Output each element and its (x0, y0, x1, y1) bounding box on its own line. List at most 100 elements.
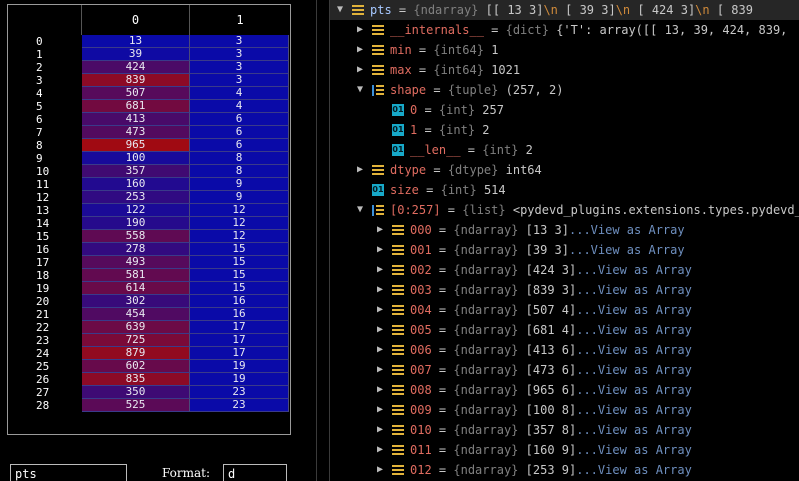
grid-cell[interactable]: 4 (190, 87, 289, 100)
tree-row-i000[interactable]: ▶ 000 = {ndarray} [13 3]...View as Array (330, 220, 799, 240)
grid-cell[interactable]: 278 (82, 243, 190, 256)
grid-cell[interactable]: 4 (190, 100, 289, 113)
tree-row-shape1[interactable]: 01 1 = {int} 2 (330, 120, 799, 140)
view-as-array-link[interactable]: ...View as Array (569, 223, 685, 237)
grid-cell[interactable]: 12 (190, 230, 289, 243)
grid-cell[interactable]: 9 (190, 191, 289, 204)
grid-cell[interactable]: 19 (190, 360, 289, 373)
grid-cell[interactable]: 17 (190, 334, 289, 347)
grid-cell[interactable]: 3 (190, 48, 289, 61)
view-as-array-link[interactable]: ...View as Array (576, 363, 692, 377)
grid-cell[interactable]: 39 (82, 48, 190, 61)
column-header-0[interactable]: 0 (82, 5, 190, 35)
view-as-array-link[interactable]: ...View as Array (576, 323, 692, 337)
expand-arrow-icon[interactable]: ▶ (356, 24, 364, 35)
grid-cell[interactable]: 100 (82, 152, 190, 165)
expand-arrow-icon[interactable]: ▶ (356, 64, 364, 75)
tree-row-max[interactable]: ▶ max = {int64} 1021 (330, 60, 799, 80)
expand-arrow-icon[interactable]: ▶ (376, 284, 384, 295)
grid-cell[interactable]: 160 (82, 178, 190, 191)
tree-row-internals[interactable]: ▶ __internals__ = {dict} {'T': array([[ 1… (330, 20, 799, 40)
grid-cell[interactable]: 493 (82, 256, 190, 269)
expand-arrow-icon[interactable]: ▶ (376, 464, 384, 475)
grid-cell[interactable]: 16 (190, 308, 289, 321)
tree-row-i004[interactable]: ▶ 004 = {ndarray} [507 4]...View as Array (330, 300, 799, 320)
grid-cell[interactable]: 413 (82, 113, 190, 126)
collapse-arrow-icon[interactable]: ▼ (336, 4, 344, 15)
grid-cell[interactable]: 581 (82, 269, 190, 282)
view-as-array-link[interactable]: ...View as Array (576, 403, 692, 417)
tree-row-i009[interactable]: ▶ 009 = {ndarray} [100 8]...View as Array (330, 400, 799, 420)
tree-row-shape[interactable]: ▼ shape = {tuple} (257, 2) (330, 80, 799, 100)
grid-cell[interactable]: 602 (82, 360, 190, 373)
panel-splitter[interactable] (316, 0, 330, 481)
view-as-array-link[interactable]: ...View as Array (576, 443, 692, 457)
tree-row-slice[interactable]: ▼ [0:257] = {list} <pydevd_plugins.extens… (330, 200, 799, 220)
expand-arrow-icon[interactable]: ▶ (356, 164, 364, 175)
grid-cell[interactable]: 424 (82, 61, 190, 74)
grid-cell[interactable]: 9 (190, 178, 289, 191)
tree-row-i007[interactable]: ▶ 007 = {ndarray} [473 6]...View as Array (330, 360, 799, 380)
view-as-array-link[interactable]: ...View as Array (576, 383, 692, 397)
grid-cell[interactable]: 16 (190, 295, 289, 308)
grid-cell[interactable]: 6 (190, 113, 289, 126)
expand-arrow-icon[interactable]: ▶ (376, 404, 384, 415)
expand-arrow-icon[interactable]: ▶ (376, 324, 384, 335)
tree-row-min[interactable]: ▶ min = {int64} 1 (330, 40, 799, 60)
grid-cell[interactable]: 302 (82, 295, 190, 308)
grid-cell[interactable]: 350 (82, 386, 190, 399)
view-as-array-link[interactable]: ...View as Array (569, 243, 685, 257)
grid-cell[interactable]: 3 (190, 61, 289, 74)
grid-cell[interactable]: 725 (82, 334, 190, 347)
collapse-arrow-icon[interactable]: ▼ (356, 204, 364, 215)
grid-cell[interactable]: 253 (82, 191, 190, 204)
expand-arrow-icon[interactable]: ▶ (376, 304, 384, 315)
grid-cell[interactable]: 614 (82, 282, 190, 295)
grid-cell[interactable]: 879 (82, 347, 190, 360)
format-field[interactable]: d (223, 464, 287, 481)
grid-cell[interactable]: 357 (82, 165, 190, 178)
collapse-arrow-icon[interactable]: ▼ (356, 84, 364, 95)
tree-row-dtype[interactable]: ▶ dtype = {dtype} int64 (330, 160, 799, 180)
view-as-array-link[interactable]: ...View as Array (576, 283, 692, 297)
view-as-array-link[interactable]: ...View as Array (576, 303, 692, 317)
expand-arrow-icon[interactable]: ▶ (376, 344, 384, 355)
grid-cell[interactable]: 839 (82, 74, 190, 87)
tree-row-i011[interactable]: ▶ 011 = {ndarray} [160 9]...View as Array (330, 440, 799, 460)
grid-cell[interactable]: 15 (190, 256, 289, 269)
tree-row-i002[interactable]: ▶ 002 = {ndarray} [424 3]...View as Array (330, 260, 799, 280)
grid-cell[interactable]: 3 (190, 74, 289, 87)
expand-arrow-icon[interactable]: ▶ (376, 384, 384, 395)
expand-arrow-icon[interactable]: ▶ (356, 44, 364, 55)
grid-cell[interactable]: 3 (190, 35, 289, 48)
expand-arrow-icon[interactable]: ▶ (376, 444, 384, 455)
grid-cell[interactable]: 190 (82, 217, 190, 230)
view-as-array-link[interactable]: ...View as Array (576, 463, 692, 477)
grid-cell[interactable]: 6 (190, 126, 289, 139)
grid-cell[interactable]: 15 (190, 269, 289, 282)
grid-cell[interactable]: 454 (82, 308, 190, 321)
grid-cell[interactable]: 525 (82, 399, 190, 412)
grid-cell[interactable]: 23 (190, 399, 289, 412)
tree-row-i012[interactable]: ▶ 012 = {ndarray} [253 9]...View as Array (330, 460, 799, 480)
expand-arrow-icon[interactable]: ▶ (376, 364, 384, 375)
tree-row-i006[interactable]: ▶ 006 = {ndarray} [413 6]...View as Array (330, 340, 799, 360)
grid-cell[interactable]: 558 (82, 230, 190, 243)
tree-row-i005[interactable]: ▶ 005 = {ndarray} [681 4]...View as Array (330, 320, 799, 340)
grid-cell[interactable]: 6 (190, 139, 289, 152)
grid-cell[interactable]: 17 (190, 347, 289, 360)
grid-cell[interactable]: 23 (190, 386, 289, 399)
tree-row-pts[interactable]: ▼ pts = {ndarray} [[ 13 3]\n [ 39 3]\n [ … (330, 0, 799, 20)
column-header-1[interactable]: 1 (236, 13, 244, 27)
grid-cell[interactable]: 15 (190, 282, 289, 295)
array-name-field[interactable]: pts (10, 464, 127, 481)
grid-cell[interactable]: 17 (190, 321, 289, 334)
view-as-array-link[interactable]: ...View as Array (576, 423, 692, 437)
tree-row-i003[interactable]: ▶ 003 = {ndarray} [839 3]...View as Array (330, 280, 799, 300)
grid-cell[interactable]: 19 (190, 373, 289, 386)
grid-vertical-scrollbar[interactable] (290, 35, 291, 83)
tree-row-i001[interactable]: ▶ 001 = {ndarray} [39 3]...View as Array (330, 240, 799, 260)
grid-cell[interactable]: 12 (190, 217, 289, 230)
grid-cell[interactable]: 681 (82, 100, 190, 113)
grid-cell[interactable]: 965 (82, 139, 190, 152)
